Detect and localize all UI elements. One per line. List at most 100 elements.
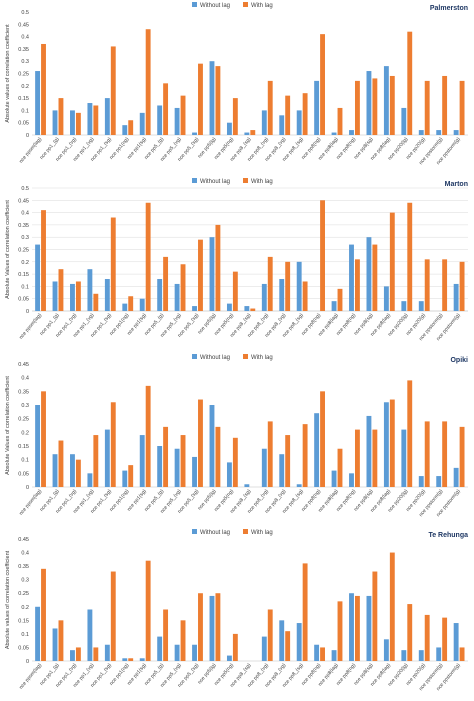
bar-with-lag — [41, 568, 46, 661]
bar-with-lag — [93, 293, 99, 311]
bar-without-lag — [401, 107, 407, 135]
bar-with-lag — [442, 617, 448, 661]
bar-without-lag — [261, 636, 267, 661]
legend: Without lag With lag — [192, 354, 273, 361]
bar-with-lag — [215, 426, 221, 487]
y-tick-label: 0.3 — [21, 403, 29, 409]
y-tick-label: 0 — [26, 133, 29, 139]
bar-with-lag — [58, 98, 64, 135]
bar-with-lag — [58, 269, 64, 311]
bar-without-lag — [87, 103, 93, 135]
bar-without-lag — [244, 484, 250, 487]
bar-without-lag — [122, 125, 128, 135]
y-tick-label: 0.05 — [18, 645, 29, 651]
bar-with-lag — [285, 631, 291, 661]
chart-title: Marton — [445, 181, 468, 188]
bar-with-lag — [180, 264, 186, 311]
bar-with-lag — [302, 93, 308, 135]
bar-without-lag — [139, 435, 145, 487]
bar-with-lag — [302, 281, 308, 311]
bar-with-lag — [198, 399, 203, 487]
bar-without-lag — [436, 130, 442, 135]
y-tick-label: 0.15 — [18, 272, 29, 278]
bar-with-lag — [215, 224, 221, 311]
bar-with-lag — [145, 202, 151, 311]
bar-without-lag — [192, 644, 197, 661]
y-tick-label: 0.2 — [21, 605, 29, 611]
y-tick-label: 0.4 — [21, 551, 29, 557]
bar-without-lag — [383, 402, 389, 487]
bar-with-lag — [41, 391, 46, 487]
bar-without-lag — [174, 283, 180, 311]
bar-with-lag — [163, 609, 169, 661]
bar-without-lag — [139, 658, 145, 661]
y-tick-label: 0.45 — [18, 537, 29, 543]
bar-with-lag — [215, 593, 221, 661]
y-axis-label: Absolute values of correlation coefficie… — [5, 550, 11, 649]
bar-with-lag — [407, 604, 413, 661]
y-tick-label: 0.25 — [18, 591, 29, 597]
bar-without-lag — [192, 456, 197, 487]
legend-swatch-without-lag — [192, 178, 197, 183]
y-tick-label: 0.2 — [21, 84, 29, 90]
bar-without-lag — [349, 473, 354, 487]
y-tick-label: 0.1 — [21, 458, 29, 464]
bar-with-lag — [302, 563, 308, 661]
bar-without-lag — [331, 650, 337, 661]
bar-without-lag — [209, 405, 215, 487]
bar-without-lag — [366, 71, 372, 135]
bar-without-lag — [401, 650, 407, 661]
legend-label-without-lag: Without lag — [200, 3, 230, 9]
x-tick-label: nce ppsm(lag) — [18, 662, 43, 690]
bar-without-lag — [209, 237, 215, 311]
legend-swatch-with-lag — [243, 354, 248, 359]
bar-with-lag — [407, 31, 413, 135]
bar-without-lag — [331, 470, 337, 487]
bar-with-lag — [320, 647, 325, 661]
y-tick-label: 0.25 — [18, 417, 29, 423]
y-tick-label: 0.3 — [21, 59, 29, 65]
bar-without-lag — [35, 244, 41, 311]
bar-with-lag — [41, 210, 46, 311]
bar-with-lag — [424, 80, 430, 135]
bar-with-lag — [354, 80, 360, 135]
y-tick-label: 0.45 — [18, 362, 29, 368]
bar-with-lag — [267, 80, 273, 135]
bar-with-lag — [337, 288, 343, 311]
bar-without-lag — [331, 301, 337, 311]
bar-with-lag — [459, 647, 465, 661]
bar-with-lag — [128, 465, 134, 487]
legend-swatch-without-lag — [192, 2, 197, 7]
chart-panel-4: Te Rehunga Without lag With lag Absolute va… — [0, 527, 474, 701]
y-tick-label: 0.05 — [18, 297, 29, 303]
legend-swatch-with-lag — [243, 529, 248, 534]
chart-title: Te Rehunga — [428, 532, 468, 539]
bar-without-lag — [314, 413, 320, 487]
y-tick-label: 0.1 — [21, 108, 29, 114]
y-tick-label: 0.35 — [18, 564, 29, 570]
bar-without-lag — [279, 620, 285, 661]
bar-without-lag — [35, 405, 41, 487]
bar-with-lag — [232, 437, 238, 487]
bar-without-lag — [226, 462, 232, 487]
bar-with-lag — [128, 296, 134, 311]
bar-with-lag — [337, 601, 343, 661]
bar-without-lag — [261, 448, 267, 487]
bar-with-lag — [372, 78, 378, 135]
bar-with-lag — [75, 647, 81, 661]
bar-without-lag — [122, 658, 128, 661]
bar-without-lag — [226, 122, 232, 135]
bar-without-lag — [226, 303, 232, 311]
bar-with-lag — [372, 571, 378, 661]
y-axis-label: Absolute values of correlation coefficie… — [5, 24, 11, 123]
bar-with-lag — [75, 281, 81, 311]
chart-svg: Opiki Without lag With lag Absolute Values … — [5, 354, 468, 518]
bar-with-lag — [93, 105, 99, 135]
bar-with-lag — [75, 112, 81, 135]
bar-without-lag — [52, 454, 58, 487]
bar-without-lag — [331, 132, 337, 135]
bar-without-lag — [104, 98, 110, 135]
y-tick-label: 0.25 — [18, 248, 29, 254]
bar-without-lag — [157, 105, 163, 135]
bar-without-lag — [104, 429, 110, 487]
